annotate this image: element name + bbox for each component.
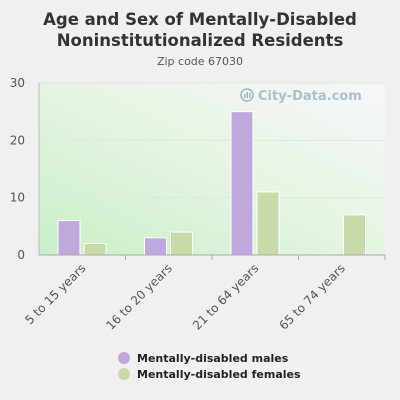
watermark: City-Data.com — [240, 88, 362, 104]
bar-males-1 — [144, 237, 167, 256]
bar-females-2 — [256, 191, 280, 256]
legend-swatch-females — [118, 368, 130, 380]
watermark-text: City-Data.com — [258, 89, 362, 104]
x-axis: 5 to 15 years 16 to 20 years 21 to 64 year… — [22, 254, 386, 333]
plot-area — [39, 83, 385, 255]
y-tick-label-20: 20 — [10, 133, 25, 147]
y-tick-label-0: 0 — [17, 248, 25, 262]
x-tick-label-1: 16 to 20 years — [103, 261, 174, 332]
legend-item-females: Mentally-disabled females — [118, 366, 301, 382]
x-tick-label-0: 5 to 15 years — [22, 261, 88, 327]
legend-label-males: Mentally-disabled males — [137, 351, 289, 365]
legend-item-males: Mentally-disabled males — [118, 350, 301, 366]
chart-subtitle: Zip code 67030 — [156, 55, 244, 68]
bar-females-0 — [83, 243, 107, 256]
bar-males-2 — [230, 111, 254, 256]
bar-males-0 — [57, 220, 81, 256]
legend: Mentally-disabled males Mentally-disable… — [118, 350, 301, 382]
legend-label-females: Mentally-disabled females — [137, 367, 301, 381]
gridlines — [39, 82, 385, 199]
legend-swatch-males — [118, 352, 130, 364]
x-tick-label-2: 21 to 64 years — [190, 261, 261, 332]
chart-title-line-1: Age and Sex of Mentally-Disabled — [43, 10, 357, 29]
y-tick-label-30: 30 — [10, 76, 25, 90]
y-tick-label-10: 10 — [10, 191, 25, 205]
bar-females-3 — [343, 214, 366, 256]
watermark-icon — [240, 88, 254, 102]
chart-title-line-2: Noninstitutionalized Residents — [56, 31, 344, 50]
bar-females-1 — [170, 231, 193, 256]
chart-title: Age and Sex of Mentally-Disabled Noninst… — [0, 9, 400, 51]
y-axis: 0 10 20 30 — [10, 76, 40, 262]
x-tick-label-3: 65 to 74 years — [276, 261, 347, 332]
